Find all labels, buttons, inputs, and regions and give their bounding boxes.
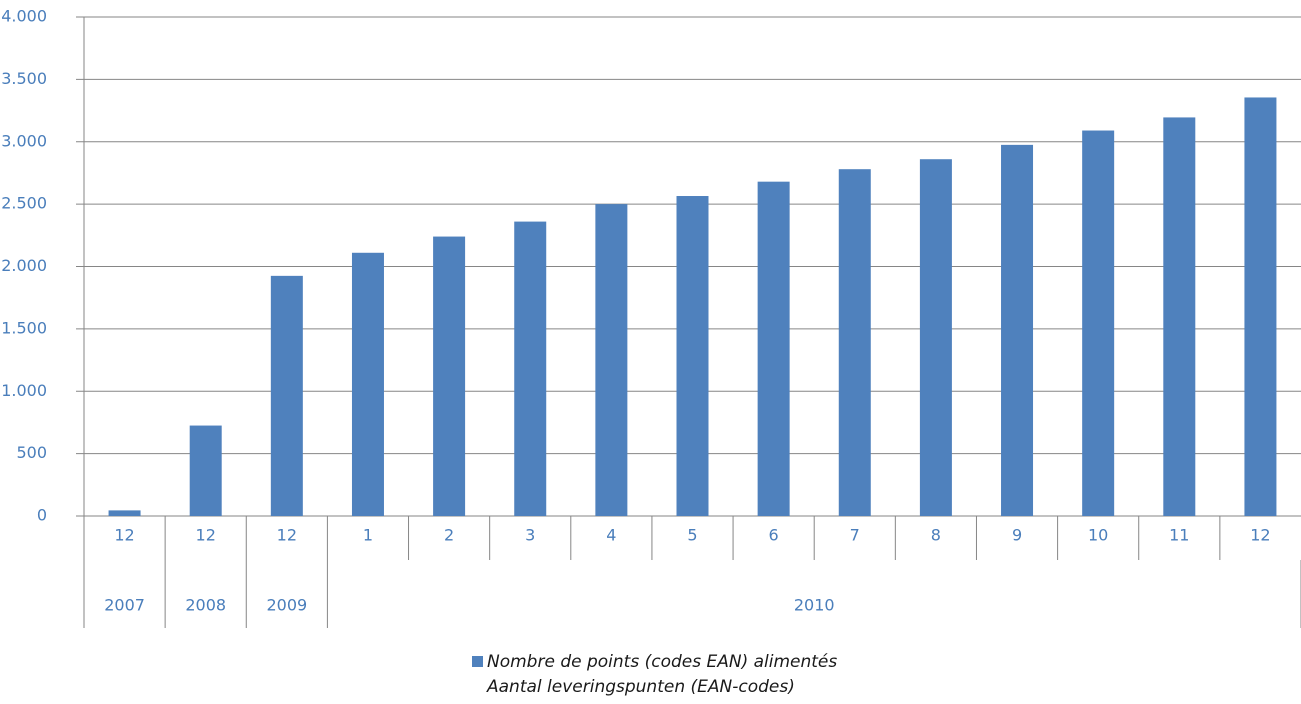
x-tick-label: 12 — [277, 526, 297, 545]
x-tick-label: 7 — [850, 526, 860, 545]
bar — [1163, 117, 1196, 516]
x-tick-label: 10 — [1088, 526, 1108, 545]
y-tick-label: 0 — [37, 506, 47, 525]
y-tick-label: 4.000 — [1, 7, 47, 26]
bar — [1082, 130, 1115, 516]
bar — [351, 252, 384, 516]
x-group-label: 2009 — [266, 596, 307, 615]
x-tick-label: 12 — [114, 526, 134, 545]
legend: Nombre de points (codes EAN) alimentés A… — [472, 650, 837, 700]
y-tick-label: 1.000 — [1, 381, 47, 400]
y-tick-label: 1.500 — [1, 318, 47, 337]
y-tick-label: 2.000 — [1, 256, 47, 275]
y-tick-label: 3.000 — [1, 131, 47, 150]
x-group-label: 2008 — [185, 596, 226, 615]
bar — [189, 425, 222, 516]
x-tick-label: 1 — [363, 526, 373, 545]
bar — [270, 275, 303, 516]
x-tick-label: 2 — [444, 526, 454, 545]
bar — [108, 510, 141, 516]
y-tick-label: 2.500 — [1, 194, 47, 213]
bar — [757, 181, 790, 517]
x-tick-label: 4 — [606, 526, 616, 545]
x-tick-label: 8 — [931, 526, 941, 545]
x-group-label: 2010 — [794, 596, 835, 615]
bar — [838, 169, 871, 516]
x-tick-label: 12 — [196, 526, 216, 545]
bar — [919, 159, 952, 516]
bar — [514, 221, 547, 516]
x-tick-label: 6 — [769, 526, 779, 545]
y-tick-label: 3.500 — [1, 69, 47, 88]
y-tick-label: 500 — [16, 443, 47, 462]
bar — [1001, 144, 1034, 516]
bar — [595, 204, 628, 516]
x-tick-label: 12 — [1250, 526, 1270, 545]
x-tick-label: 11 — [1169, 526, 1189, 545]
x-tick-label: 3 — [525, 526, 535, 545]
bar — [676, 196, 709, 517]
bar — [433, 236, 466, 516]
x-tick-label: 5 — [687, 526, 697, 545]
bar — [1244, 97, 1277, 517]
legend-key — [472, 656, 483, 667]
x-group-label: 2007 — [104, 596, 145, 615]
legend-label: Nombre de points (codes EAN) alimentés A… — [487, 652, 838, 697]
x-tick-label: 9 — [1012, 526, 1022, 545]
